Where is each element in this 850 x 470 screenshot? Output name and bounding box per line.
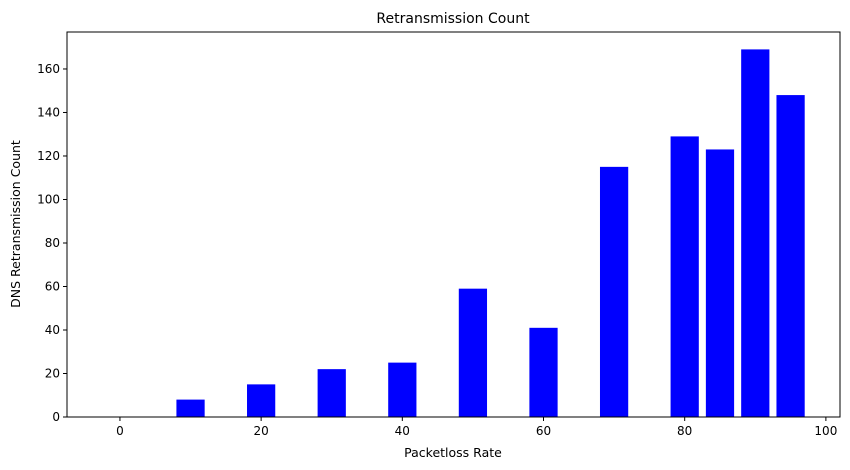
y-tick-label: 120 <box>37 149 60 163</box>
y-tick-label: 40 <box>45 323 60 337</box>
x-tick-label: 40 <box>395 424 410 438</box>
y-axis: 0 20 40 60 80 100 120 140 160 <box>37 62 67 424</box>
x-tick-label: 0 <box>116 424 124 438</box>
bars-group <box>176 49 805 418</box>
bar-20 <box>247 384 276 417</box>
bar-50 <box>458 288 488 417</box>
x-tick-label: 100 <box>814 424 837 438</box>
bar-60 <box>529 327 558 417</box>
y-tick-label: 80 <box>45 236 60 250</box>
chart-title: Retransmission Count <box>376 11 530 27</box>
x-tick-label: 60 <box>536 424 551 438</box>
bar-95 <box>776 95 805 417</box>
bar-40 <box>388 362 417 417</box>
y-tick-label: 140 <box>37 105 60 119</box>
bar-80 <box>670 136 699 417</box>
bar-30 <box>317 369 346 417</box>
bar-90 <box>741 49 770 418</box>
bar-70 <box>599 166 629 417</box>
plot-frame <box>66 31 841 418</box>
y-tick-label: 0 <box>52 410 60 424</box>
x-axis-title: Packetloss Rate <box>404 445 502 460</box>
y-tick-label: 60 <box>45 279 60 293</box>
y-tick-label: 20 <box>45 366 60 380</box>
y-tick-label: 100 <box>37 192 60 206</box>
y-tick-label: 160 <box>37 62 60 76</box>
x-tick-label: 20 <box>253 424 268 438</box>
x-tick-label: 80 <box>677 424 692 438</box>
bar-85 <box>705 149 735 417</box>
bar-10 <box>176 399 205 417</box>
y-axis-title: DNS Retransmission Count <box>8 140 23 308</box>
x-axis: 0 20 40 60 80 100 <box>116 417 837 438</box>
